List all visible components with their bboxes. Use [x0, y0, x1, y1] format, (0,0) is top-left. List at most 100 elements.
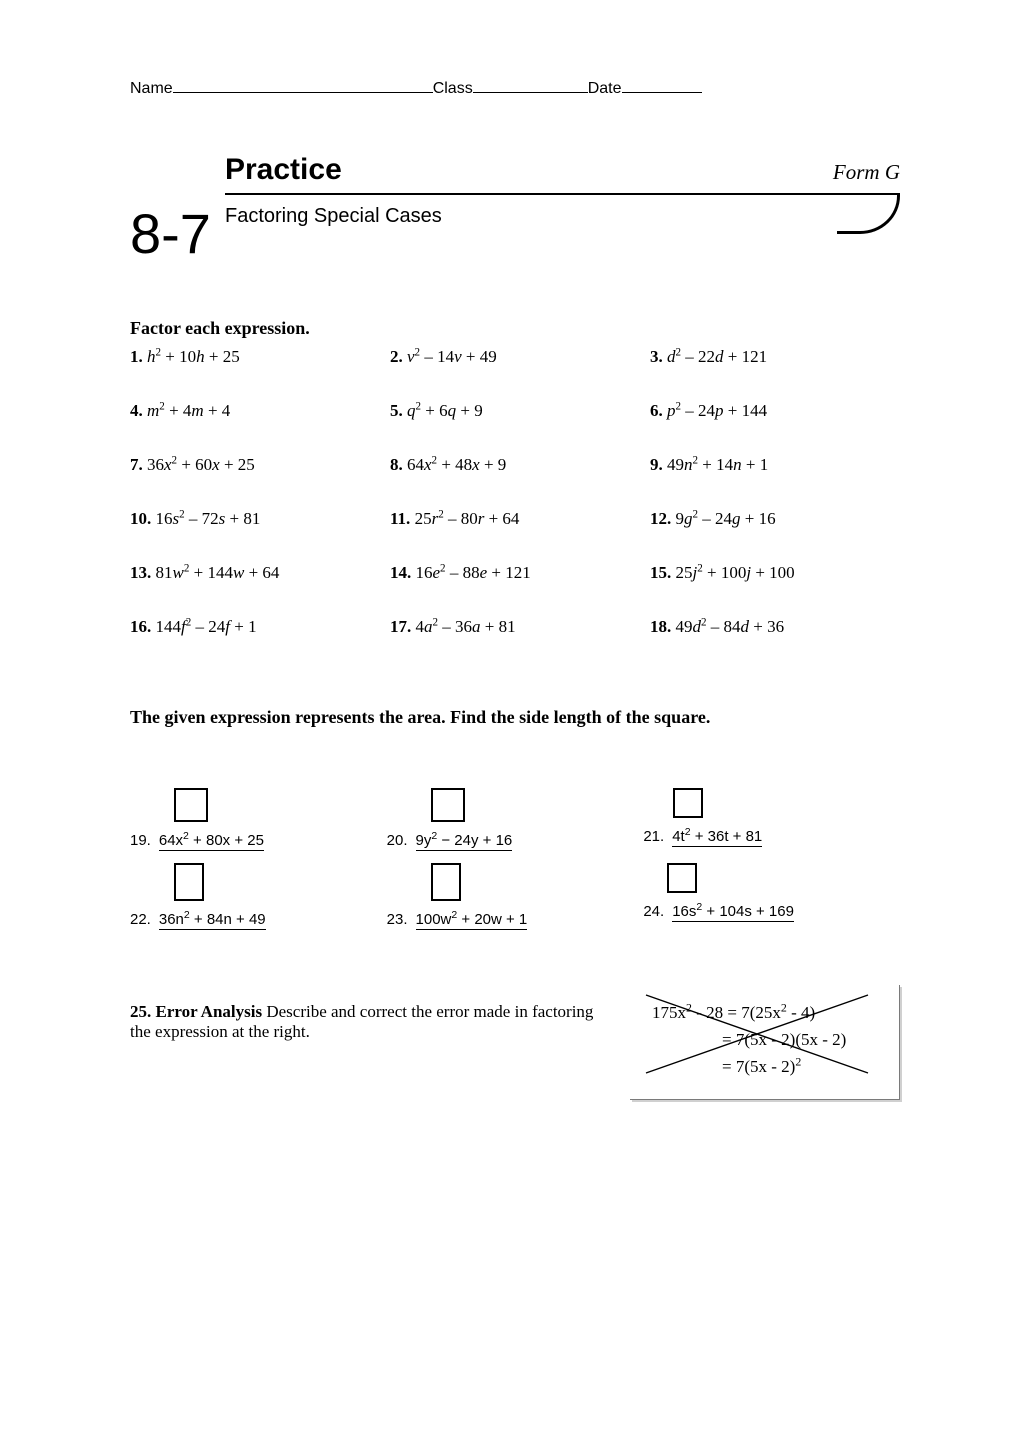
problem-number: 2. [390, 347, 403, 366]
problem-number: 15. [650, 563, 671, 582]
problem-item: 16. 144f2 – 24f + 1 [130, 617, 380, 637]
area-grid: 19. 64x2 + 80x + 25 20.9y2 − 24y + 16 21. 4t… [130, 788, 900, 930]
area-problem-item: 22. 36n2 + 84n + 49 [130, 863, 387, 930]
square-icon [174, 863, 204, 901]
problem-expression: 49n2 + 14n + 1 [667, 455, 768, 474]
problem-item: 3. d2 – 22d + 121 [650, 347, 900, 367]
problem-number: 19. [130, 832, 151, 849]
problem-number: 1. [130, 347, 143, 366]
area-problem-item: 23. 100w2 + 20w + 1 [387, 863, 644, 930]
name-blank[interactable] [173, 81, 433, 93]
problem-number: 25. [130, 1002, 151, 1021]
title-row: Practice Form G [225, 153, 900, 195]
area-expression: 100w2 + 20w + 1 [416, 911, 528, 930]
problem-number: 16. [130, 617, 151, 636]
problem-expression: 64x2 + 48x + 9 [407, 455, 506, 474]
problem-number: 4. [130, 401, 143, 420]
problem-item: 15. 25j2 + 100j + 100 [650, 563, 900, 583]
area-expression: 4t2 + 36t + 81 [672, 828, 762, 847]
area-problem-item: 20.9y2 − 24y + 16 [387, 788, 644, 851]
error-box-wrap: 175x2 - 28 = 7(25x2 - 4)= 7(5x - 2)(5x -… [630, 985, 900, 1100]
problem-number: 6. [650, 401, 663, 420]
problem-item: 10. 16s2 – 72s + 81 [130, 509, 380, 529]
problem-item: 5. q2 + 6q + 9 [390, 401, 640, 421]
error-analysis-block: 25. Error Analysis Describe and correct … [130, 985, 900, 1100]
problem-item: 13. 81w2 + 144w + 64 [130, 563, 380, 583]
square-icon [431, 863, 461, 901]
class-label: Class [433, 80, 473, 98]
problem-item: 17. 4a2 – 36a + 81 [390, 617, 640, 637]
area-label: 19. 64x2 + 80x + 25 [130, 832, 264, 851]
area-label: 23. 100w2 + 20w + 1 [387, 911, 528, 930]
problem-expression: 49d2 – 84d + 36 [676, 617, 785, 636]
problem-expression: p2 – 24p + 144 [667, 401, 767, 420]
name-label: Name [130, 80, 173, 98]
section-number: 8-7 [130, 201, 211, 266]
date-blank[interactable] [622, 81, 702, 93]
area-expression: 9y2 − 24y + 16 [416, 832, 513, 851]
header-line: Name Class Date [130, 80, 900, 98]
problems-grid: 1. h2 + 10h + 25 2. v2 – 14v + 49 3. d2 – … [130, 347, 900, 637]
subtitle: Factoring Special Cases [225, 205, 900, 228]
problem-item: 4. m2 + 4m + 4 [130, 401, 380, 421]
problem-number: 17. [390, 617, 411, 636]
problem-expression: 4a2 – 36a + 81 [416, 617, 516, 636]
problem-expression: h2 + 10h + 25 [147, 347, 240, 366]
problem-number: 21. [643, 828, 664, 845]
error-work-line: 175x2 - 28 = 7(25x2 - 4) [652, 999, 883, 1026]
area-label: 20.9y2 − 24y + 16 [387, 832, 513, 851]
problem-item: 2. v2 – 14v + 49 [390, 347, 640, 367]
error-analysis-text: 25. Error Analysis Describe and correct … [130, 985, 600, 1100]
problem-item: 6. p2 – 24p + 144 [650, 401, 900, 421]
problem-item: 11. 25r2 – 80r + 64 [390, 509, 640, 529]
problem-expression: 16e2 – 88e + 121 [416, 563, 531, 582]
problem-number: 22. [130, 911, 151, 928]
problem-expression: 9g2 – 24g + 16 [676, 509, 776, 528]
problem-number: 12. [650, 509, 671, 528]
problem-expression: d2 – 22d + 121 [667, 347, 767, 366]
date-label: Date [588, 80, 622, 98]
area-expression: 16s2 + 104s + 169 [672, 903, 794, 922]
area-expression: 64x2 + 80x + 25 [159, 832, 264, 851]
problem-expression: 81w2 + 144w + 64 [156, 563, 280, 582]
area-problem-item: 21. 4t2 + 36t + 81 [643, 788, 900, 851]
problem-item: 12. 9g2 – 24g + 16 [650, 509, 900, 529]
problem-item: 14. 16e2 – 88e + 121 [390, 563, 640, 583]
problem-expression: 25j2 + 100j + 100 [676, 563, 795, 582]
square-icon [673, 788, 703, 818]
area-problem-item: 24. 16s2 + 104s + 169 [643, 863, 900, 930]
title-practice: Practice [225, 153, 342, 187]
problem-number: 13. [130, 563, 151, 582]
problem-expression: m2 + 4m + 4 [147, 401, 230, 420]
problem-number: 23. [387, 911, 408, 928]
problem-number: 24. [643, 903, 664, 920]
problem-expression: v2 – 14v + 49 [407, 347, 497, 366]
error-work-line: = 7(5x - 2)2 [652, 1053, 883, 1080]
problem-number: 3. [650, 347, 663, 366]
problem-expression: 25r2 – 80r + 64 [415, 509, 520, 528]
title-form: Form G [833, 160, 900, 185]
class-blank[interactable] [473, 81, 588, 93]
square-icon [174, 788, 208, 822]
area-label: 22. 36n2 + 84n + 49 [130, 911, 266, 930]
problem-expression: 16s2 – 72s + 81 [156, 509, 261, 528]
instruction-factor: Factor each expression. [130, 318, 900, 339]
problem-expression: 144f2 – 24f + 1 [156, 617, 257, 636]
problem-item: 1. h2 + 10h + 25 [130, 347, 380, 367]
problem-item: 9. 49n2 + 14n + 1 [650, 455, 900, 475]
problem-number: 18. [650, 617, 671, 636]
problem-expression: q2 + 6q + 9 [407, 401, 483, 420]
instruction-area: The given expression represents the area… [130, 707, 900, 728]
problem-number: 7. [130, 455, 143, 474]
problem-item: 7. 36x2 + 60x + 25 [130, 455, 380, 475]
area-label: 24. 16s2 + 104s + 169 [643, 903, 794, 922]
area-expression: 36n2 + 84n + 49 [159, 911, 266, 930]
problem-number: 10. [130, 509, 151, 528]
error-analysis-label: Error Analysis [156, 1002, 263, 1021]
title-block: Practice Form G Factoring Special Cases … [130, 153, 900, 228]
problem-item: 8. 64x2 + 48x + 9 [390, 455, 640, 475]
problem-item: 18. 49d2 – 84d + 36 [650, 617, 900, 637]
area-problem-item: 19. 64x2 + 80x + 25 [130, 788, 387, 851]
problem-number: 14. [390, 563, 411, 582]
problem-number: 9. [650, 455, 663, 474]
